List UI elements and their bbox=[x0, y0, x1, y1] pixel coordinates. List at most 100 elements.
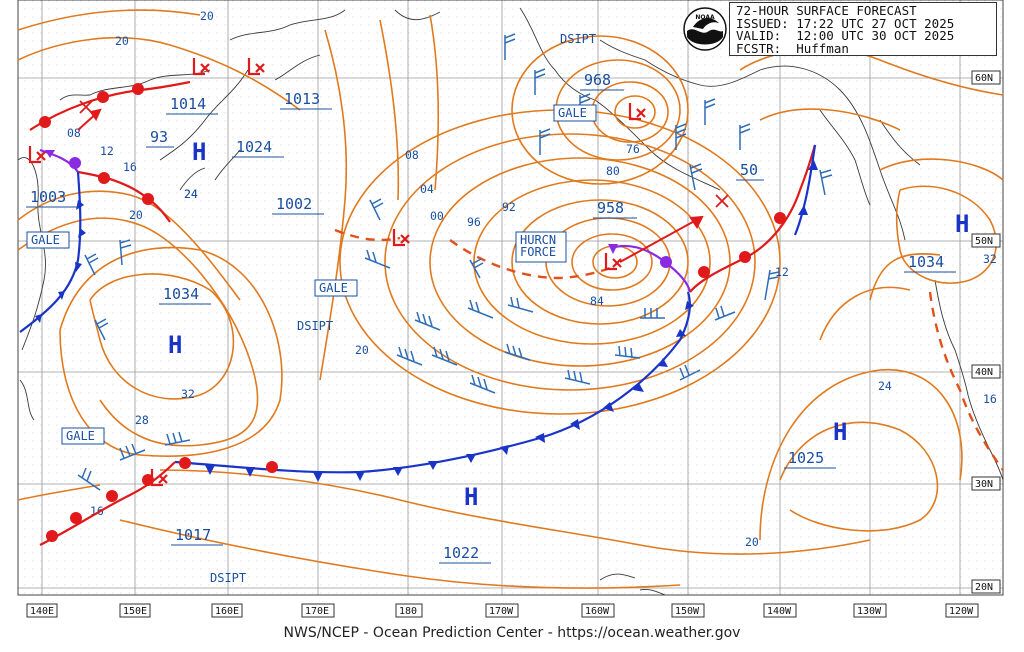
cold-front-triangle bbox=[633, 383, 644, 392]
trough-line bbox=[334, 228, 401, 242]
isobar-label: 28 bbox=[135, 413, 149, 427]
forecast-header: 72-HOUR SURFACE FORECAST ISSUED: 17:22 UT… bbox=[729, 2, 997, 56]
cold-front-triangle bbox=[808, 160, 818, 170]
wind-barb-icon bbox=[414, 311, 441, 331]
lon-label-box bbox=[119, 603, 151, 618]
isobar-label: 20 bbox=[355, 343, 369, 357]
lon-label: 140E bbox=[30, 606, 54, 617]
cold-front-triangle bbox=[676, 329, 686, 337]
storm-track-arrowhead bbox=[689, 215, 704, 229]
label-box bbox=[61, 427, 105, 445]
cold-front-triangles bbox=[35, 160, 818, 482]
isobar bbox=[869, 253, 941, 301]
isobar bbox=[895, 185, 997, 284]
gale-warning-label: GALE bbox=[558, 106, 587, 120]
isobar bbox=[159, 469, 871, 555]
isobar-label: 20 bbox=[115, 34, 129, 48]
occluded-semicircle bbox=[69, 157, 81, 169]
lat-label-box bbox=[971, 364, 1001, 379]
warm-front-semicircle bbox=[698, 266, 710, 278]
wind-barb-icon bbox=[77, 467, 101, 491]
isobar bbox=[759, 369, 963, 541]
isobar-label: 16 bbox=[983, 392, 997, 406]
cold-front-triangle bbox=[205, 465, 215, 475]
label-box bbox=[515, 231, 567, 263]
wind-barb-icon bbox=[369, 198, 384, 221]
lon-label-box bbox=[485, 603, 519, 618]
pressure-center-value: 1002 bbox=[276, 195, 312, 213]
dissipating-label: DSIPT bbox=[210, 571, 246, 585]
lat-label-box bbox=[971, 233, 1001, 248]
cold-front-triangle bbox=[78, 228, 86, 238]
cold-front-triangle bbox=[75, 262, 82, 272]
isobar-label: 92 bbox=[502, 200, 516, 214]
storm-track-arrowhead bbox=[89, 108, 102, 122]
high-symbol-icon: H bbox=[168, 331, 182, 359]
isobar-label: 04 bbox=[420, 182, 434, 196]
occluded-triangle bbox=[608, 244, 618, 254]
cold-front bbox=[174, 291, 691, 474]
warm-front-semicircle bbox=[97, 91, 109, 103]
lat-label: 40N bbox=[975, 367, 993, 378]
isobar bbox=[379, 19, 400, 201]
wind-barb-icon bbox=[84, 253, 99, 276]
wind-barb-icon bbox=[431, 346, 458, 366]
isobar-label: 76 bbox=[626, 142, 640, 156]
lon-label-box bbox=[26, 603, 58, 618]
wind-barb-icon bbox=[704, 98, 716, 125]
high-symbols: H H H H H bbox=[168, 138, 969, 511]
lon-label: 180 bbox=[399, 606, 417, 617]
high-symbol-icon: H bbox=[955, 210, 969, 238]
isobar bbox=[17, 484, 101, 501]
wind-barb-icon bbox=[679, 364, 701, 381]
wind-barb-icon bbox=[504, 343, 531, 361]
low-symbol-icon bbox=[28, 146, 46, 164]
cold-front-triangle bbox=[245, 467, 255, 477]
lon-label-box bbox=[853, 603, 887, 618]
forecaster-name: FCSTR: Huffman bbox=[736, 40, 849, 56]
high-symbol-icon: H bbox=[192, 138, 206, 166]
label-box bbox=[553, 104, 597, 122]
trough-line bbox=[449, 239, 611, 280]
latitude-axis: 60N 50N 40N 30N 20N bbox=[971, 70, 1001, 594]
wind-barb-icon bbox=[507, 296, 534, 313]
boxed-labels: GALE GALE GALE GALE HURCN FORCE bbox=[26, 104, 597, 445]
pressure-center-value: 968 bbox=[584, 71, 611, 89]
isobar-label: 12 bbox=[775, 265, 789, 279]
warm-front-semicircle bbox=[39, 116, 51, 128]
wind-barb-icon bbox=[534, 68, 546, 95]
wind-barb-icon bbox=[689, 163, 703, 191]
cold-front bbox=[793, 144, 817, 236]
lon-label-box bbox=[945, 603, 979, 618]
wind-barb-icon bbox=[714, 305, 736, 321]
lat-label-box bbox=[971, 476, 1001, 491]
cold-front-triangle bbox=[466, 454, 476, 463]
pressure-center-value: 1034 bbox=[163, 285, 199, 303]
footer-credit: NWS/NCEP - Ocean Prediction Center - htt… bbox=[283, 625, 741, 641]
isobar bbox=[429, 157, 731, 367]
lon-label: 150E bbox=[123, 606, 147, 617]
isobar bbox=[819, 286, 911, 341]
pressure-center-value: 1025 bbox=[788, 449, 824, 467]
low-symbol-icon bbox=[192, 58, 210, 76]
cold-front bbox=[19, 171, 82, 333]
pressure-center-value: 958 bbox=[597, 199, 624, 217]
fronts bbox=[19, 80, 817, 546]
warm-front-semicircle bbox=[98, 172, 110, 184]
isobar-label: 84 bbox=[590, 294, 604, 308]
cold-front-triangle bbox=[428, 461, 438, 470]
lon-label: 140W bbox=[767, 606, 792, 617]
pressure-center-value: 1013 bbox=[284, 90, 320, 108]
occluded-semicircle bbox=[660, 256, 672, 268]
isobar bbox=[779, 421, 939, 532]
warm-front-semicircle bbox=[70, 512, 82, 524]
isobar-label: 32 bbox=[181, 387, 195, 401]
isobar-label: 08 bbox=[405, 148, 419, 162]
pressure-center-value: 1017 bbox=[175, 526, 211, 544]
gale-warning-label: GALE bbox=[31, 233, 60, 247]
cold-front-triangle bbox=[58, 291, 65, 300]
lon-label-box bbox=[395, 603, 423, 618]
pressure-label: 50 bbox=[740, 161, 758, 179]
lon-label: 150W bbox=[675, 606, 700, 617]
